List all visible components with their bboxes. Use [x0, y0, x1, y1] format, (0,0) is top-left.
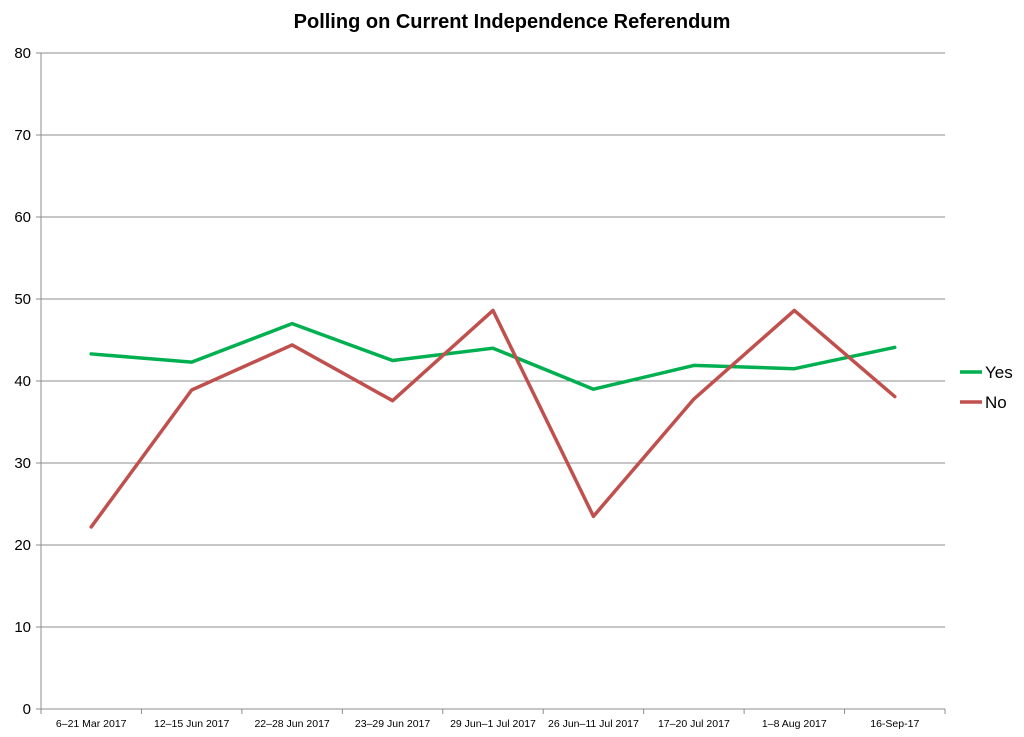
x-axis-ticks: 6–21 Mar 2017 12–15 Jun 2017 22–28 Jun 201…	[56, 718, 920, 730]
data-point-no	[692, 398, 695, 401]
x-tick-label: 17–20 Jul 2017	[658, 718, 730, 730]
y-tick-label: 20	[14, 537, 31, 554]
y-tick-label: 60	[14, 209, 31, 226]
chart-title: Polling on Current Independence Referend…	[294, 11, 731, 33]
x-tick-label: 12–15 Jun 2017	[154, 718, 229, 730]
data-point-yes	[793, 367, 796, 370]
y-tick-label: 0	[23, 701, 31, 718]
data-point-yes	[291, 322, 294, 325]
y-tick-label: 80	[14, 45, 31, 62]
series-line-no	[89, 308, 897, 529]
data-point-no	[90, 525, 93, 528]
series-lines	[89, 308, 897, 529]
data-point-yes	[190, 361, 193, 364]
x-tick-label: 23–29 Jun 2017	[355, 718, 430, 730]
x-tick-label: 26 Jun–11 Jul 2017	[548, 718, 639, 730]
data-point-no	[793, 309, 796, 312]
x-tick-label: 22–28 Jun 2017	[254, 718, 329, 730]
gridlines	[41, 52, 945, 628]
y-tick-label: 50	[14, 291, 31, 308]
data-point-yes	[391, 359, 394, 362]
data-point-no	[592, 515, 595, 518]
series-line-yes	[89, 321, 897, 391]
data-point-no	[893, 395, 896, 398]
data-point-yes	[492, 347, 495, 350]
data-point-no	[291, 343, 294, 346]
data-point-no	[492, 309, 495, 312]
data-point-no	[391, 399, 394, 402]
data-point-yes	[692, 364, 695, 367]
legend: Yes No	[960, 363, 1013, 412]
data-point-yes	[893, 346, 896, 349]
x-tick-label: 6–21 Mar 2017	[56, 718, 127, 730]
axes	[36, 52, 946, 714]
x-tick-label: 1–8 Aug 2017	[762, 718, 827, 730]
y-tick-label: 30	[14, 455, 31, 472]
legend-label-yes: Yes	[985, 363, 1013, 382]
data-point-yes	[90, 352, 93, 355]
x-tick-label: 16-Sep-17	[870, 718, 919, 730]
legend-label-no: No	[985, 393, 1007, 412]
x-tick-label: 29 Jun–1 Jul 2017	[450, 718, 536, 730]
y-tick-label: 70	[14, 127, 31, 144]
y-tick-label: 10	[14, 619, 31, 636]
data-point-yes	[592, 388, 595, 391]
y-axis-ticks: 0 10 20 30 40 50 60 70 80	[14, 45, 31, 718]
data-point-no	[190, 389, 193, 392]
y-tick-label: 40	[14, 373, 31, 390]
